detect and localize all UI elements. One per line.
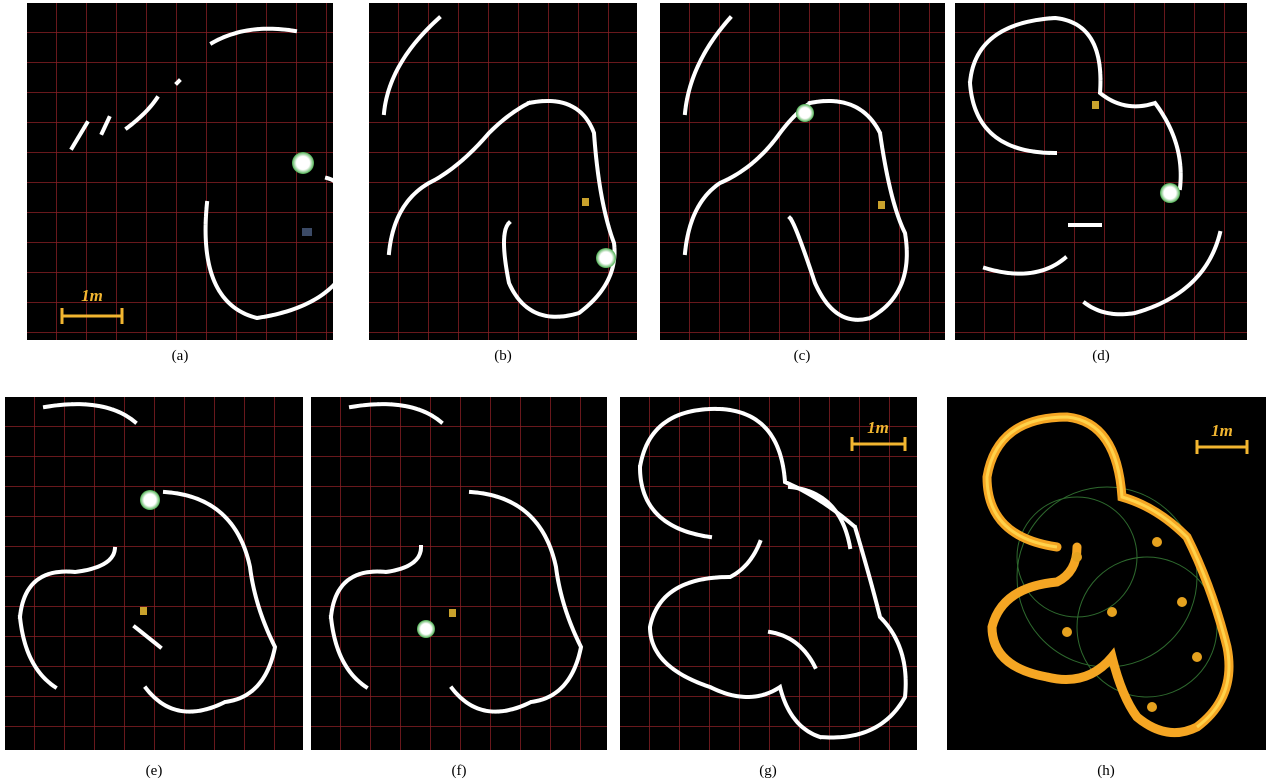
caption: (c) (794, 348, 811, 364)
panel-a: 1m (27, 3, 357, 340)
caption: (e) (146, 763, 163, 779)
panel-e (5, 397, 303, 750)
panel-f (311, 397, 607, 750)
panel-h: 1m (947, 397, 1266, 750)
figure: 1m 1m 1m (a) (b) (c) (d) (e) (f) (g) (h) (0, 0, 1271, 783)
panel-d (955, 3, 1247, 340)
panel-b (369, 3, 637, 340)
caption: (b) (494, 348, 512, 364)
caption: (h) (1097, 763, 1115, 779)
scale-label: 1m (81, 286, 103, 305)
panel-c (660, 3, 945, 340)
caption: (g) (759, 763, 777, 779)
caption: (a) (172, 348, 189, 364)
scale-label: 1m (1211, 421, 1233, 440)
panel-g: 1m (620, 397, 917, 750)
scale-label: 1m (867, 418, 889, 437)
caption: (f) (452, 763, 467, 779)
caption: (d) (1092, 348, 1110, 364)
